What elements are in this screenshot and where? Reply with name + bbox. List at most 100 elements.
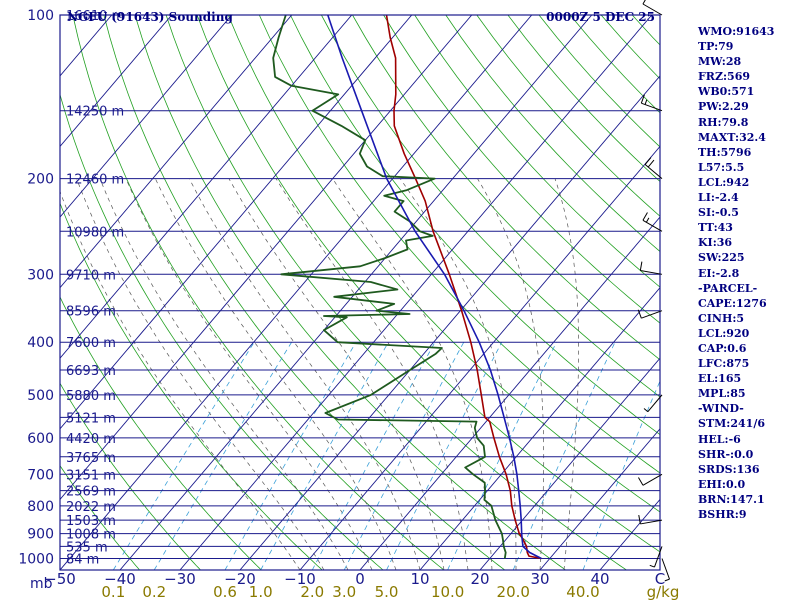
index-entry: CINH:5	[698, 311, 745, 325]
wind-barb-staff	[661, 558, 670, 580]
pressure-tick-label: 100	[27, 8, 54, 24]
height-label: 12460 m	[66, 173, 124, 188]
plot-frame	[59, 14, 661, 571]
isotherm	[479, 357, 660, 570]
mixing-ratio-tick-label: 10.0	[431, 583, 464, 600]
dry-adiabat	[352, 15, 660, 361]
mixing-ratio-line	[112, 341, 255, 570]
chart-series	[272, 15, 542, 560]
wind-barbs	[637, 0, 670, 582]
wind-barb-flag	[647, 159, 655, 168]
temperature-tick-label: −20	[224, 570, 256, 588]
index-entry: FRZ:569	[698, 70, 751, 84]
wind-barb	[640, 94, 663, 112]
temperature-tick-label: 30	[530, 570, 549, 588]
isotherm	[119, 15, 593, 570]
index-entry: -PARCEL-	[698, 281, 758, 295]
wind-barb	[638, 514, 663, 525]
index-entry: LCL:942	[698, 175, 750, 189]
parcel-line	[327, 15, 542, 560]
isotherm	[359, 216, 660, 570]
height-label: 1503 m	[66, 514, 116, 529]
moist-adiabat	[76, 178, 325, 570]
height-label: 7600 m	[66, 336, 116, 351]
temperature-tick-label: 10	[410, 570, 429, 588]
pressure-tick-label: 300	[27, 267, 54, 283]
isotherm	[60, 15, 353, 359]
height-label: 6693 m	[66, 364, 116, 379]
index-panel: WMO:91643 TP:79 MW:28 FRZ:569 WB0:571 PW:2.29…	[698, 24, 798, 522]
dry-adiabat	[60, 382, 201, 570]
dry-adiabat	[60, 296, 262, 570]
index-entry: HEL:-6	[698, 432, 741, 446]
mixing-ratio-line	[512, 342, 616, 570]
moist-adiabat	[99, 178, 349, 570]
wind-barb-flag	[642, 212, 648, 221]
wind-barb-flag	[639, 261, 643, 271]
height-label: 4420 m	[66, 432, 116, 447]
dry-adiabat	[103, 15, 505, 570]
height-label: 10980 m	[66, 225, 124, 240]
y-axis-label: mb	[30, 576, 53, 592]
wind-barb	[638, 473, 663, 486]
moist-adiabat	[60, 190, 301, 570]
pressure-tick-label: 200	[27, 172, 54, 188]
index-entry: SI:-0.5	[698, 206, 739, 220]
moist-adiabat	[332, 178, 493, 570]
pressure-tick-label: 800	[27, 499, 54, 515]
index-entry: MW:28	[698, 55, 742, 69]
height-label: 84 m	[66, 552, 99, 567]
dry-adiabat	[321, 15, 660, 398]
wind-barb-staff	[647, 394, 663, 413]
index-entry: SRDS:136	[698, 462, 760, 476]
wind-barb-staff	[642, 219, 663, 232]
temperature-tick-label: 20	[470, 570, 489, 588]
isotherm	[60, 15, 473, 501]
moist-adiabat	[554, 178, 580, 570]
temperature-line	[385, 15, 542, 560]
wind-barb	[649, 546, 663, 568]
wind-barb-flag	[642, 0, 646, 5]
index-entry: SW:225	[698, 251, 745, 265]
wind-barb	[643, 394, 663, 413]
moist-adiabat	[188, 178, 421, 570]
height-label: 5121 m	[66, 411, 116, 426]
height-label: 14250 m	[66, 105, 124, 120]
index-entry: WB0:571	[698, 85, 755, 99]
index-entry: -WIND-	[698, 402, 744, 416]
isotherm	[299, 145, 660, 570]
wind-barb-flag	[637, 309, 642, 319]
index-entry: SHR-:0.0	[698, 447, 754, 461]
chart-title: NGFU (91643) Sounding	[67, 10, 233, 24]
pressure-tick-label: 1000	[18, 551, 54, 567]
index-entry: EL:165	[698, 372, 742, 386]
index-entry: LFC:875	[698, 357, 750, 371]
height-label: 3151 m	[66, 468, 116, 483]
wind-barb	[639, 261, 663, 275]
mixing-ratio-tick-label: 5.0	[375, 583, 399, 600]
moist-adiabat	[477, 178, 545, 570]
dry-adiabat	[60, 202, 323, 570]
dry-adiabat	[60, 464, 140, 570]
dry-adiabat	[72, 15, 445, 570]
height-label: 5880 m	[66, 389, 116, 404]
index-entry: TT:43	[698, 221, 733, 235]
mixing-ratio-tick-label: 20.0	[497, 583, 530, 600]
dry-adiabat	[414, 15, 660, 288]
wind-barb-staff	[642, 3, 663, 16]
index-entry: BRN:147.1	[698, 492, 765, 506]
index-entry: MAXT:32.4	[698, 130, 766, 144]
index-entry: MPL:85	[698, 387, 746, 401]
isotherm	[60, 15, 293, 289]
wind-barb-flag	[644, 157, 652, 165]
height-label: 16610 m	[66, 9, 124, 24]
temperature-tick-label: −50	[44, 570, 76, 588]
dry-adiabat	[227, 15, 660, 513]
index-entry: BSHR:9	[698, 508, 747, 521]
height-label: 3765 m	[66, 451, 116, 466]
wind-barb-flag	[645, 217, 650, 223]
wind-barb-flag	[649, 564, 655, 568]
isotherm	[239, 75, 660, 570]
height-label: 9710 m	[66, 268, 116, 283]
